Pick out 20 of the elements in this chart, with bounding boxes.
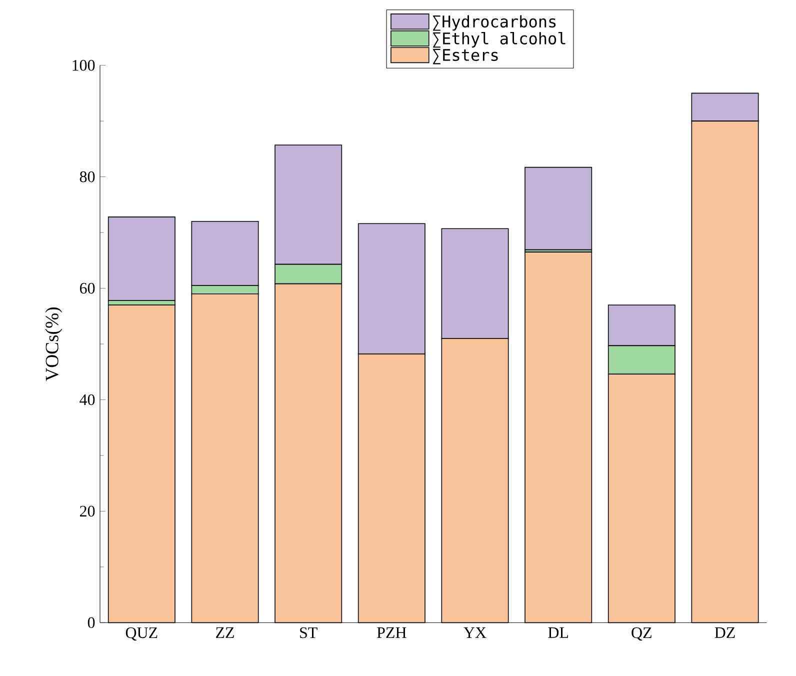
x-tick-label: PZH (377, 627, 406, 638)
y-tick-label: 80 (80, 171, 95, 182)
legend-label: ∑Hydrocarbons (433, 15, 556, 31)
x-tick-label: QUZ (126, 627, 158, 641)
bar (108, 216, 176, 301)
y-axis-title: VOCs(%) (45, 308, 62, 382)
bar (524, 166, 592, 250)
x-tick-label: YX (464, 627, 486, 638)
y-tick-label: 0 (88, 617, 95, 628)
x-tick-label: DL (548, 627, 568, 638)
x-tick-label: ZZ (216, 627, 234, 638)
y-tick-label: 100 (72, 60, 95, 71)
y-tick-label: 60 (80, 282, 95, 294)
x-tick-label: DZ (714, 627, 735, 638)
legend-label: ∑Ethyl alcohol (433, 32, 566, 48)
legend-label: ∑Esters (433, 48, 498, 64)
y-tick-label: 40 (80, 394, 95, 406)
x-tick-label: ST (300, 627, 318, 638)
x-tick-label: QZ (632, 627, 652, 641)
y-tick-label: 20 (80, 506, 95, 517)
